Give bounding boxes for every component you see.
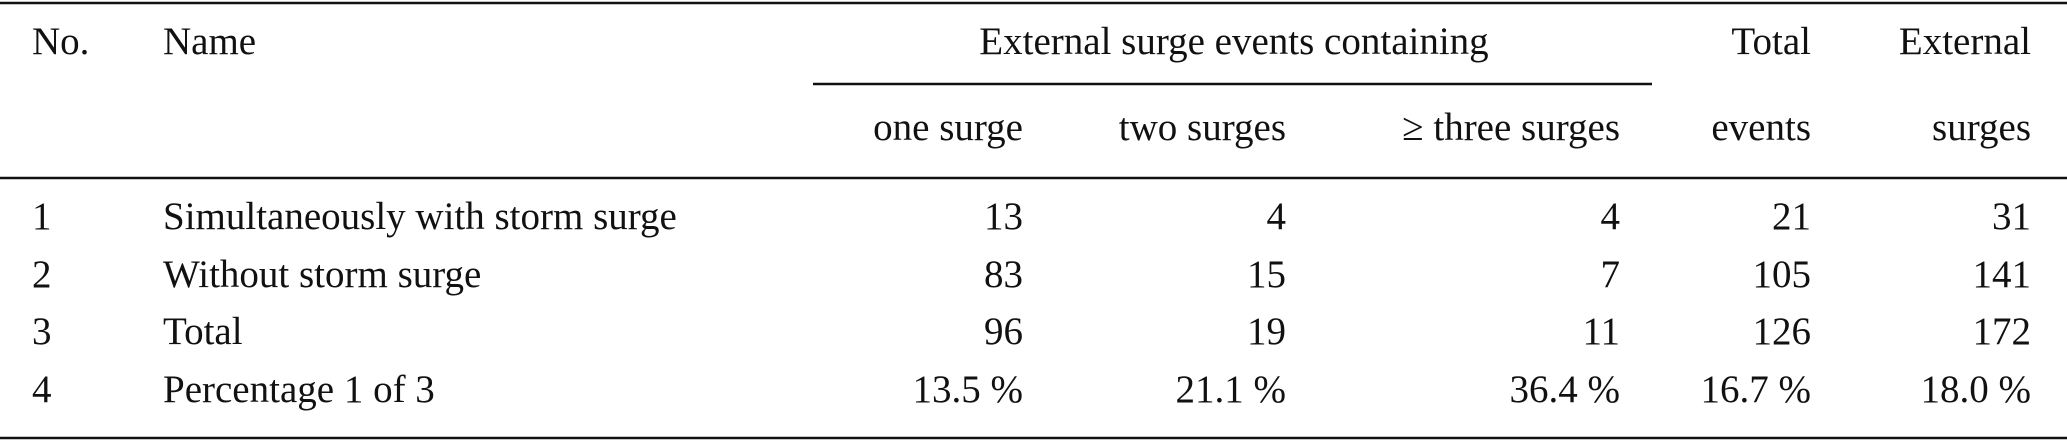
cell: 13 <box>984 195 1023 238</box>
cell: 13.5 % <box>913 368 1024 411</box>
cell: 4 <box>1601 195 1621 238</box>
row-label: Simultaneously with storm surge <box>163 195 677 238</box>
row-label: 1 <box>32 195 52 238</box>
row-label: 3 <box>32 310 52 353</box>
row-label: 4 <box>32 368 52 411</box>
row-label: Without storm surge <box>163 253 481 296</box>
cell: 11 <box>1582 310 1620 353</box>
cell: 126 <box>1753 310 1812 353</box>
cell: 18.0 % <box>1921 368 2032 411</box>
header-cell: ≥ three surges <box>1402 106 1620 149</box>
row-label: Percentage 1 of 3 <box>163 368 435 411</box>
header-cell: External <box>1899 20 2031 63</box>
header-cell: events <box>1711 106 1811 149</box>
row-label: 2 <box>32 253 52 296</box>
cell: 83 <box>984 253 1023 296</box>
header-group: External surge events containing <box>979 20 1488 63</box>
header-cell: two surges <box>1119 106 1286 149</box>
cell: 4 <box>1267 195 1287 238</box>
cell: 172 <box>1973 310 2032 353</box>
header-cell: No. <box>32 20 89 63</box>
cell: 15 <box>1247 253 1286 296</box>
cell: 141 <box>1973 253 2032 296</box>
cell: 7 <box>1601 253 1621 296</box>
header-cell: Name <box>163 20 256 63</box>
header-cell: Total <box>1731 20 1811 63</box>
cell: 105 <box>1753 253 1812 296</box>
row-label: Total <box>163 310 243 353</box>
cell: 19 <box>1247 310 1286 353</box>
cell: 16.7 % <box>1701 368 1812 411</box>
cell: 96 <box>984 310 1023 353</box>
cell: 21 <box>1772 195 1811 238</box>
header-cell: surges <box>1932 106 2031 149</box>
header-cell: one surge <box>873 106 1023 149</box>
cell: 21.1 % <box>1176 368 1287 411</box>
cell: 31 <box>1992 195 2031 238</box>
cell: 36.4 % <box>1510 368 1621 411</box>
